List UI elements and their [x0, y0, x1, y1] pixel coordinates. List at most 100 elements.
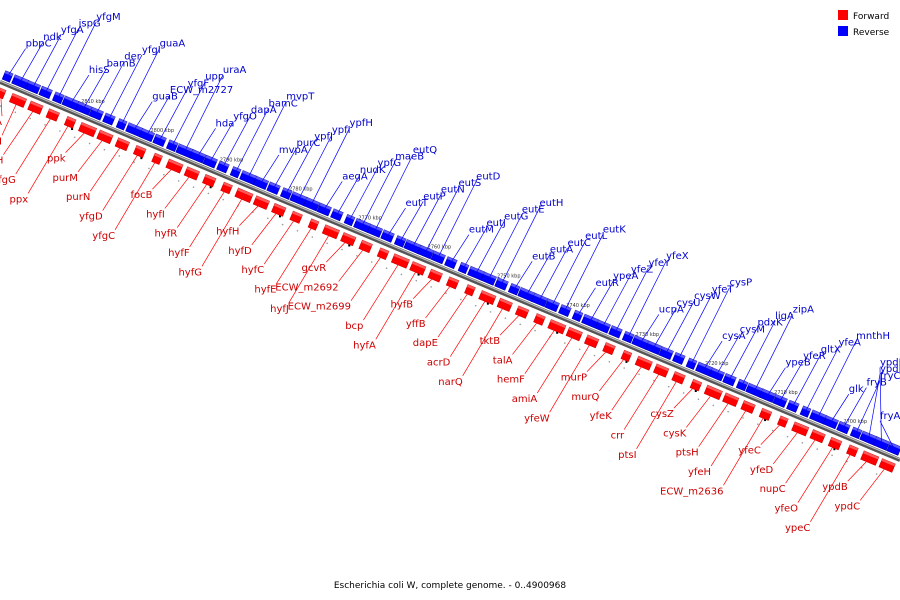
gene-label: yfgC	[92, 231, 115, 242]
gene-label: bamB	[107, 58, 136, 69]
gene-leader-line	[247, 101, 287, 178]
axis-dot	[474, 304, 477, 307]
gene-label: eutP	[423, 191, 445, 202]
axis-dot	[682, 392, 685, 394]
axis-dot	[608, 360, 611, 363]
axis-tick-label: 2790 kbp	[220, 157, 244, 163]
gene-shine	[692, 379, 702, 386]
gene-label: hyfB	[391, 300, 414, 311]
gene-label: mnthH	[856, 331, 890, 342]
gene-label: cysP	[729, 278, 752, 289]
gene-label: purN	[66, 192, 90, 203]
axis-dot	[801, 442, 804, 444]
gene-shine	[99, 130, 114, 138]
axis-dot	[445, 292, 447, 294]
gene-leader-line	[665, 300, 695, 354]
gene-leader-line	[868, 374, 881, 439]
gene-leader-line	[349, 167, 378, 221]
gene-label: yfgA	[61, 25, 84, 36]
gene-label: yfgF	[188, 78, 210, 89]
gene-label: yfeZ	[631, 265, 654, 276]
gene-shine	[269, 181, 281, 189]
gene-shine	[333, 208, 344, 215]
axis-dot	[593, 354, 596, 357]
gene-leader-line	[843, 387, 867, 428]
gene-leader-line	[336, 174, 361, 215]
gene-shine	[135, 145, 147, 152]
gene-label: ypdC	[835, 501, 861, 512]
gene-label: cysU	[676, 298, 700, 309]
axis-tick-label: 2710 kbp	[774, 390, 798, 396]
gene-leader-line	[3, 107, 36, 155]
gene-leader-line	[760, 421, 784, 445]
gene-shine	[605, 342, 616, 349]
gene-shine	[674, 371, 686, 379]
gene-leader-line	[239, 202, 262, 226]
gene-leader-line	[513, 261, 533, 290]
gene-shine	[168, 159, 184, 168]
gene-leader-line	[1, 100, 19, 136]
gene-leader-line	[501, 207, 540, 285]
gene-leader-line	[512, 319, 540, 355]
gene-label: pdxK	[757, 318, 783, 329]
gene-shine	[255, 195, 270, 204]
gene-label: hemF	[497, 375, 525, 386]
gene-leader-line	[260, 154, 280, 184]
gene-label: ispG	[79, 18, 101, 29]
gene-shine	[536, 313, 546, 320]
gene-leader-line	[374, 154, 414, 231]
axis-dot	[177, 180, 180, 182]
gene-shine	[186, 166, 200, 175]
gene-shine	[779, 415, 789, 422]
gene-label: mvpT	[286, 92, 315, 103]
axis-tick-label: 2810 kbp	[81, 99, 105, 105]
gene-leader-line	[602, 274, 632, 327]
gene-shine	[324, 224, 340, 233]
axis-dot	[860, 467, 863, 469]
gene-leader-line	[599, 355, 627, 392]
gene-leader-line	[164, 173, 193, 209]
axis-tick-mark	[625, 359, 628, 363]
gene-label: eutS	[459, 178, 482, 189]
gene-shine	[273, 203, 287, 211]
gene-shine	[520, 287, 536, 296]
gene-label: ndk	[43, 32, 62, 43]
gene-leader-line	[326, 238, 349, 263]
gene-label: yfeK	[590, 411, 613, 422]
gene-leader-line	[539, 247, 568, 301]
gene-shine	[204, 174, 217, 182]
gene-label: eutC	[567, 238, 590, 249]
gene-label: guaA	[160, 38, 186, 49]
gene-leader-line	[95, 61, 125, 114]
axis-dot	[44, 123, 46, 126]
gene-label: der	[124, 52, 142, 63]
axis-dot	[326, 242, 328, 245]
gene-label: ypfI	[332, 125, 351, 136]
gene-shine	[794, 421, 809, 430]
axis-dot	[88, 142, 91, 145]
axis-dot	[73, 136, 76, 139]
gene-leader-line	[189, 187, 227, 248]
gene-shine	[379, 247, 389, 254]
gene-label: yfeD	[750, 465, 774, 476]
gene-label: fryC	[880, 371, 900, 382]
gene-label: nupC	[760, 484, 786, 495]
axis-dot	[118, 155, 121, 157]
axis-dot	[697, 398, 700, 401]
gene-shine	[117, 137, 130, 145]
gene-leader-line	[27, 122, 71, 194]
gene-leader-line	[114, 158, 158, 230]
gene-leader-line	[488, 214, 523, 279]
gene-label: purM	[52, 173, 77, 184]
gene-leader-line	[197, 128, 216, 157]
axis-dot	[163, 173, 165, 176]
gene-label: bamC	[269, 98, 298, 109]
gene-leader-line	[710, 406, 749, 467]
axis-dot	[415, 279, 418, 282]
gene-leader-line	[57, 21, 97, 98]
gene-leader-line	[589, 281, 614, 322]
gene-leader-line	[209, 121, 234, 162]
gene-label: mvpA	[279, 145, 308, 156]
gene-leader-line	[184, 74, 224, 152]
gene-label: eutE	[522, 205, 545, 216]
